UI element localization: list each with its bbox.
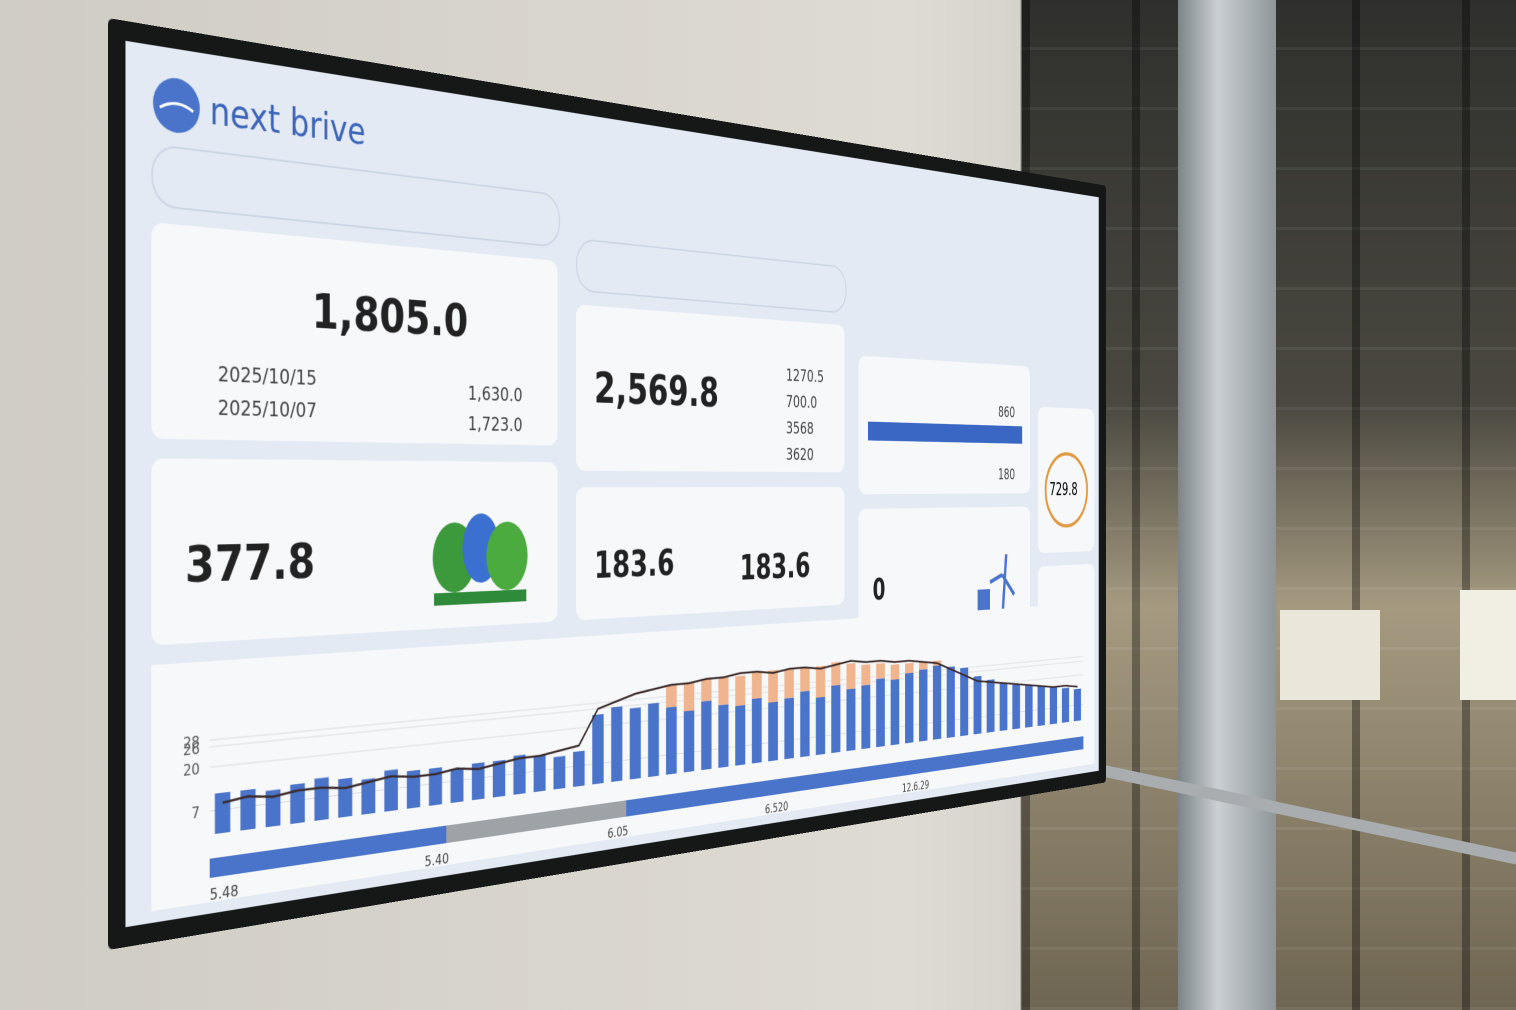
date: 2025/10/07	[218, 397, 317, 423]
value: 2,569.8	[594, 364, 719, 417]
bar	[846, 689, 855, 752]
bar	[816, 697, 825, 755]
bar	[816, 666, 825, 698]
bar	[1062, 688, 1069, 723]
row-value: 3568	[786, 419, 814, 439]
dropdown[interactable]	[576, 238, 846, 314]
row-value: 3620	[786, 445, 814, 464]
bar	[338, 778, 352, 818]
row-highlight	[868, 422, 1022, 444]
bar	[718, 677, 728, 705]
card: 860 180	[859, 356, 1030, 495]
timeline-segment	[210, 826, 447, 878]
y-tick-label: 20	[183, 760, 200, 780]
bar	[215, 792, 230, 834]
dashboard: next brive 1,805.0 2025/10/15 2025/10/07…	[125, 41, 1098, 927]
bar	[891, 679, 900, 745]
timeline-label: 6.05	[607, 823, 628, 842]
bar	[800, 667, 809, 691]
y-tick-label: 7	[191, 804, 199, 823]
pillar	[1178, 0, 1276, 1010]
row-value: 700.0	[786, 393, 817, 413]
bar	[876, 663, 885, 679]
window	[1280, 610, 1380, 700]
photo: next brive 1,805.0 2025/10/15 2025/10/07…	[0, 0, 1516, 1010]
row-value: 860	[998, 404, 1015, 422]
timeline-label: 6.520	[765, 799, 788, 817]
row-value: 180	[998, 466, 1015, 483]
timeline-label: 12.6.29	[902, 778, 929, 796]
bar	[933, 665, 941, 740]
bar	[891, 664, 900, 680]
bar	[987, 679, 995, 732]
sub-value: 1,630.0	[468, 383, 523, 407]
bar	[1000, 683, 1008, 731]
bar	[314, 777, 328, 821]
bar	[1074, 689, 1081, 722]
bar	[800, 691, 809, 758]
value: 1,805.0	[312, 284, 468, 348]
timeline-label: 5.40	[425, 850, 449, 870]
bar	[735, 705, 745, 766]
bar	[701, 678, 711, 701]
bar	[919, 669, 927, 742]
bar	[684, 683, 694, 712]
bar	[1038, 686, 1045, 726]
bar	[701, 700, 711, 770]
date: 2025/10/15	[218, 363, 317, 391]
bar	[735, 675, 745, 706]
y-tick-label: 26	[183, 739, 200, 759]
bar	[534, 755, 546, 792]
card: 729.8	[1038, 407, 1095, 553]
bar	[768, 670, 778, 703]
bar	[630, 707, 641, 779]
card: 1,805.0 2025/10/15 2025/10/07 1,630.0 1,…	[151, 222, 557, 445]
bar	[784, 668, 794, 698]
value: 377.8	[185, 534, 315, 595]
bar	[831, 685, 840, 753]
bar	[718, 704, 728, 768]
gauge-value: 729.8	[1049, 480, 1077, 500]
bar	[648, 703, 659, 777]
bar	[1012, 684, 1020, 730]
bar	[1025, 685, 1032, 728]
bar	[573, 751, 585, 787]
timeline-segment	[446, 800, 626, 843]
bar	[768, 702, 778, 762]
bar	[905, 663, 913, 674]
logo: next brive	[210, 89, 366, 154]
bar	[592, 714, 603, 784]
sub-value: 1,723.0	[468, 414, 523, 437]
bar	[784, 697, 794, 759]
chart: 72028265.485.406.056.52012.6.29	[151, 557, 1094, 921]
bar	[960, 668, 968, 737]
bar	[1050, 687, 1057, 725]
row-value: 1270.5	[786, 366, 824, 387]
bar	[554, 756, 566, 790]
timeline-label: 5.48	[210, 882, 239, 905]
bar	[240, 789, 255, 831]
card: 2,569.8 1270.5 700.0 3568 3620	[576, 304, 845, 472]
bar	[451, 768, 464, 803]
bar	[611, 706, 622, 782]
bar	[947, 666, 955, 738]
bar	[846, 663, 855, 689]
monitor: next brive 1,805.0 2025/10/15 2025/10/07…	[108, 18, 1106, 950]
bar	[666, 707, 677, 775]
bar	[876, 678, 885, 747]
bar	[666, 684, 677, 707]
bar	[684, 710, 694, 772]
logo-icon	[151, 73, 201, 139]
bar	[861, 685, 870, 750]
bar	[752, 698, 762, 763]
bar	[513, 755, 525, 795]
bar	[974, 676, 982, 735]
bar	[861, 664, 870, 685]
bar	[752, 671, 762, 699]
bar	[905, 673, 913, 744]
window	[1460, 590, 1516, 700]
